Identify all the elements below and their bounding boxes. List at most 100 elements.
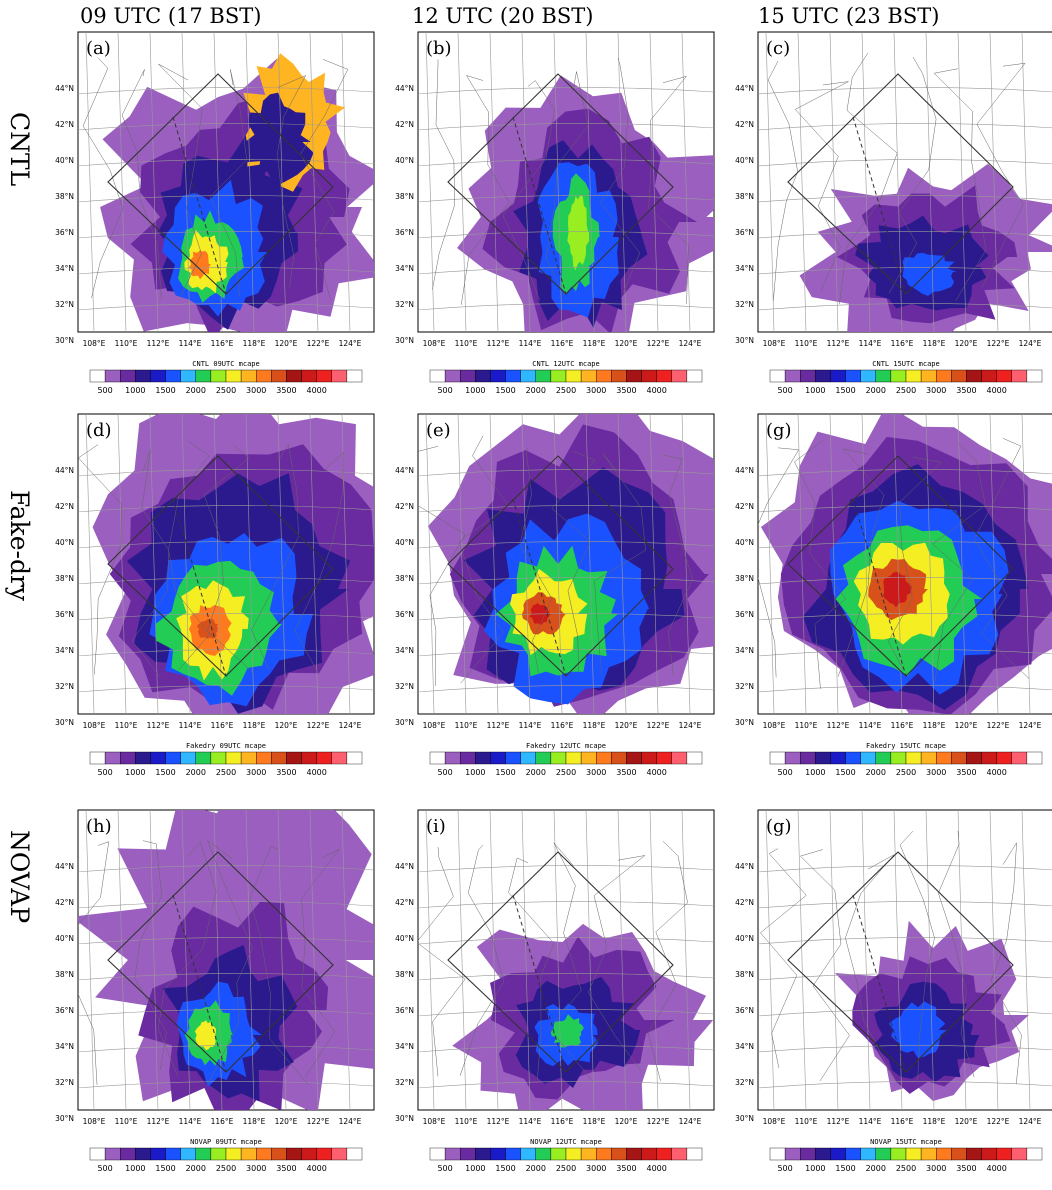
longitude-tick-label: 122°E [647,339,670,348]
colorbar-tick-label: 500 [777,386,792,395]
colorbar-tick-label: 3500 [276,768,296,777]
latitude-tick-label: 44°N [55,84,74,93]
map-svg: (b) 44°N 42°N 40°N 38°N 36°N 34°N 32°N 30°N 108°E… [395,31,715,395]
colorbar-swatch [830,751,846,765]
latitude-tick-label: 30°N [735,718,754,727]
longitude-tick-label: 122°E [307,339,330,348]
longitude-tick-label: 116°E [891,339,914,348]
colorbar-swatch [210,751,227,765]
latitude-tick-label: 32°N [395,682,414,691]
colorbar-tick-label: 3500 [956,768,976,777]
map-panel-novap-2: (g) 44°N 42°N 40°N 38°N 36°N 34°N 32°N 30°N 108°E… [735,809,1052,1190]
province-boundary [294,451,344,673]
latitude-gridline [758,303,1052,311]
cross-section-line [172,894,227,1073]
province-boundary [82,57,124,299]
longitude-tick-label: 118°E [583,721,606,730]
colorbar-swatch [996,751,1012,765]
colorbar-swatch [936,369,952,383]
longitude-gridline [989,414,999,714]
province-boundary [502,80,555,301]
latitude-tick-label: 32°N [735,682,754,691]
longitude-gridline [277,414,287,714]
latitude-gridline [418,159,714,167]
colorbar-swatch [951,751,967,765]
colorbar-swatch [550,369,567,383]
colorbar-tick-label: 1000 [465,768,485,777]
province-boundary [976,62,1026,288]
latitude-gridline [418,901,714,909]
longitude-tick-label: 124°E [1019,721,1042,730]
latitude-gridline [78,505,374,513]
latitude-gridline [418,267,714,275]
row-title-novap: NOVAP [5,830,34,924]
panel-letter: (a) [86,38,111,59]
latitude-gridline [78,613,374,621]
province-boundary [933,68,986,301]
longitude-tick-label: 116°E [551,1117,574,1126]
latitude-tick-label: 44°N [395,84,414,93]
colorbar-swatch [830,369,846,383]
latitude-gridline [758,195,1052,203]
latitude-gridline [78,973,374,981]
colorbar-swatch [800,751,816,765]
colorbar-swatch [641,369,657,383]
longitude-tick-label: 114°E [519,339,542,348]
colorbar-swatch [256,1147,272,1161]
longitude-gridline [213,414,223,714]
latitude-tick-label: 44°N [395,466,414,475]
colorbar-swatch [596,751,612,765]
latitude-gridline [418,195,714,203]
colorbar-tick-label: 4000 [306,386,326,395]
colorbar-tick-label: 2000 [526,768,546,777]
longitude-tick-label: 118°E [243,1117,266,1126]
colorbar-tick-label: 4000 [306,1164,326,1173]
panel-letter: (i) [426,816,446,837]
longitude-tick-label: 110°E [795,339,818,348]
colorbar-swatch [286,1147,302,1161]
colorbar-tick-label: 2000 [526,1164,546,1173]
latitude-gridline [758,469,1052,477]
longitude-tick-label: 114°E [519,1117,542,1126]
latitude-tick-label: 30°N [395,718,414,727]
province-boundary [418,847,466,1077]
latitude-tick-label: 42°N [395,898,414,907]
colorbar-swatch [460,1147,476,1161]
colorbar-caption: Fakedry 09UTC mcape [186,742,266,750]
longitude-gridline [617,414,627,714]
latitude-tick-label: 36°N [55,610,74,619]
mcape-contour-fill [550,1014,584,1048]
colorbar-swatch [686,369,703,383]
longitude-gridline [117,32,127,332]
longitude-gridline [309,32,319,332]
longitude-gridline [585,810,595,1110]
longitude-gridline [585,32,595,332]
longitude-gridline [521,414,531,714]
colorbar-swatch [505,751,521,765]
panel-letter: (b) [426,38,452,59]
province-boundary [519,447,553,674]
colorbar-swatch [996,1147,1012,1161]
colorbar-swatch [1011,369,1028,383]
latitude-gridline [78,469,374,477]
longitude-gridline [181,810,191,1110]
colorbar-tick-label: 3500 [956,1164,976,1173]
latitude-gridline [418,577,714,585]
colorbar-swatch [89,369,106,383]
province-boundary [301,848,340,1078]
colorbar-tick-label: 500 [97,768,112,777]
colorbar-tick-label: 2500 [556,386,576,395]
mcape-contour-fill [188,250,211,280]
map-svg: (c) 44°N 42°N 40°N 38°N 36°N 34°N 32°N 30°N 108°E… [735,31,1052,395]
colorbar-swatch [936,1147,952,1161]
inner-domain-box [787,73,1014,295]
latitude-gridline [78,901,374,909]
latitude-tick-label: 34°N [395,1042,414,1051]
cross-section-line [512,116,567,295]
map-svg: (g) 44°N 42°N 40°N 38°N 36°N 34°N 32°N 30°N 108°E… [735,413,1052,777]
colorbar-swatch [346,369,363,383]
latitude-gridline [78,937,374,945]
longitude-tick-label: 108°E [83,339,106,348]
colorbar-swatch [860,1147,876,1161]
longitude-gridline [861,32,871,332]
